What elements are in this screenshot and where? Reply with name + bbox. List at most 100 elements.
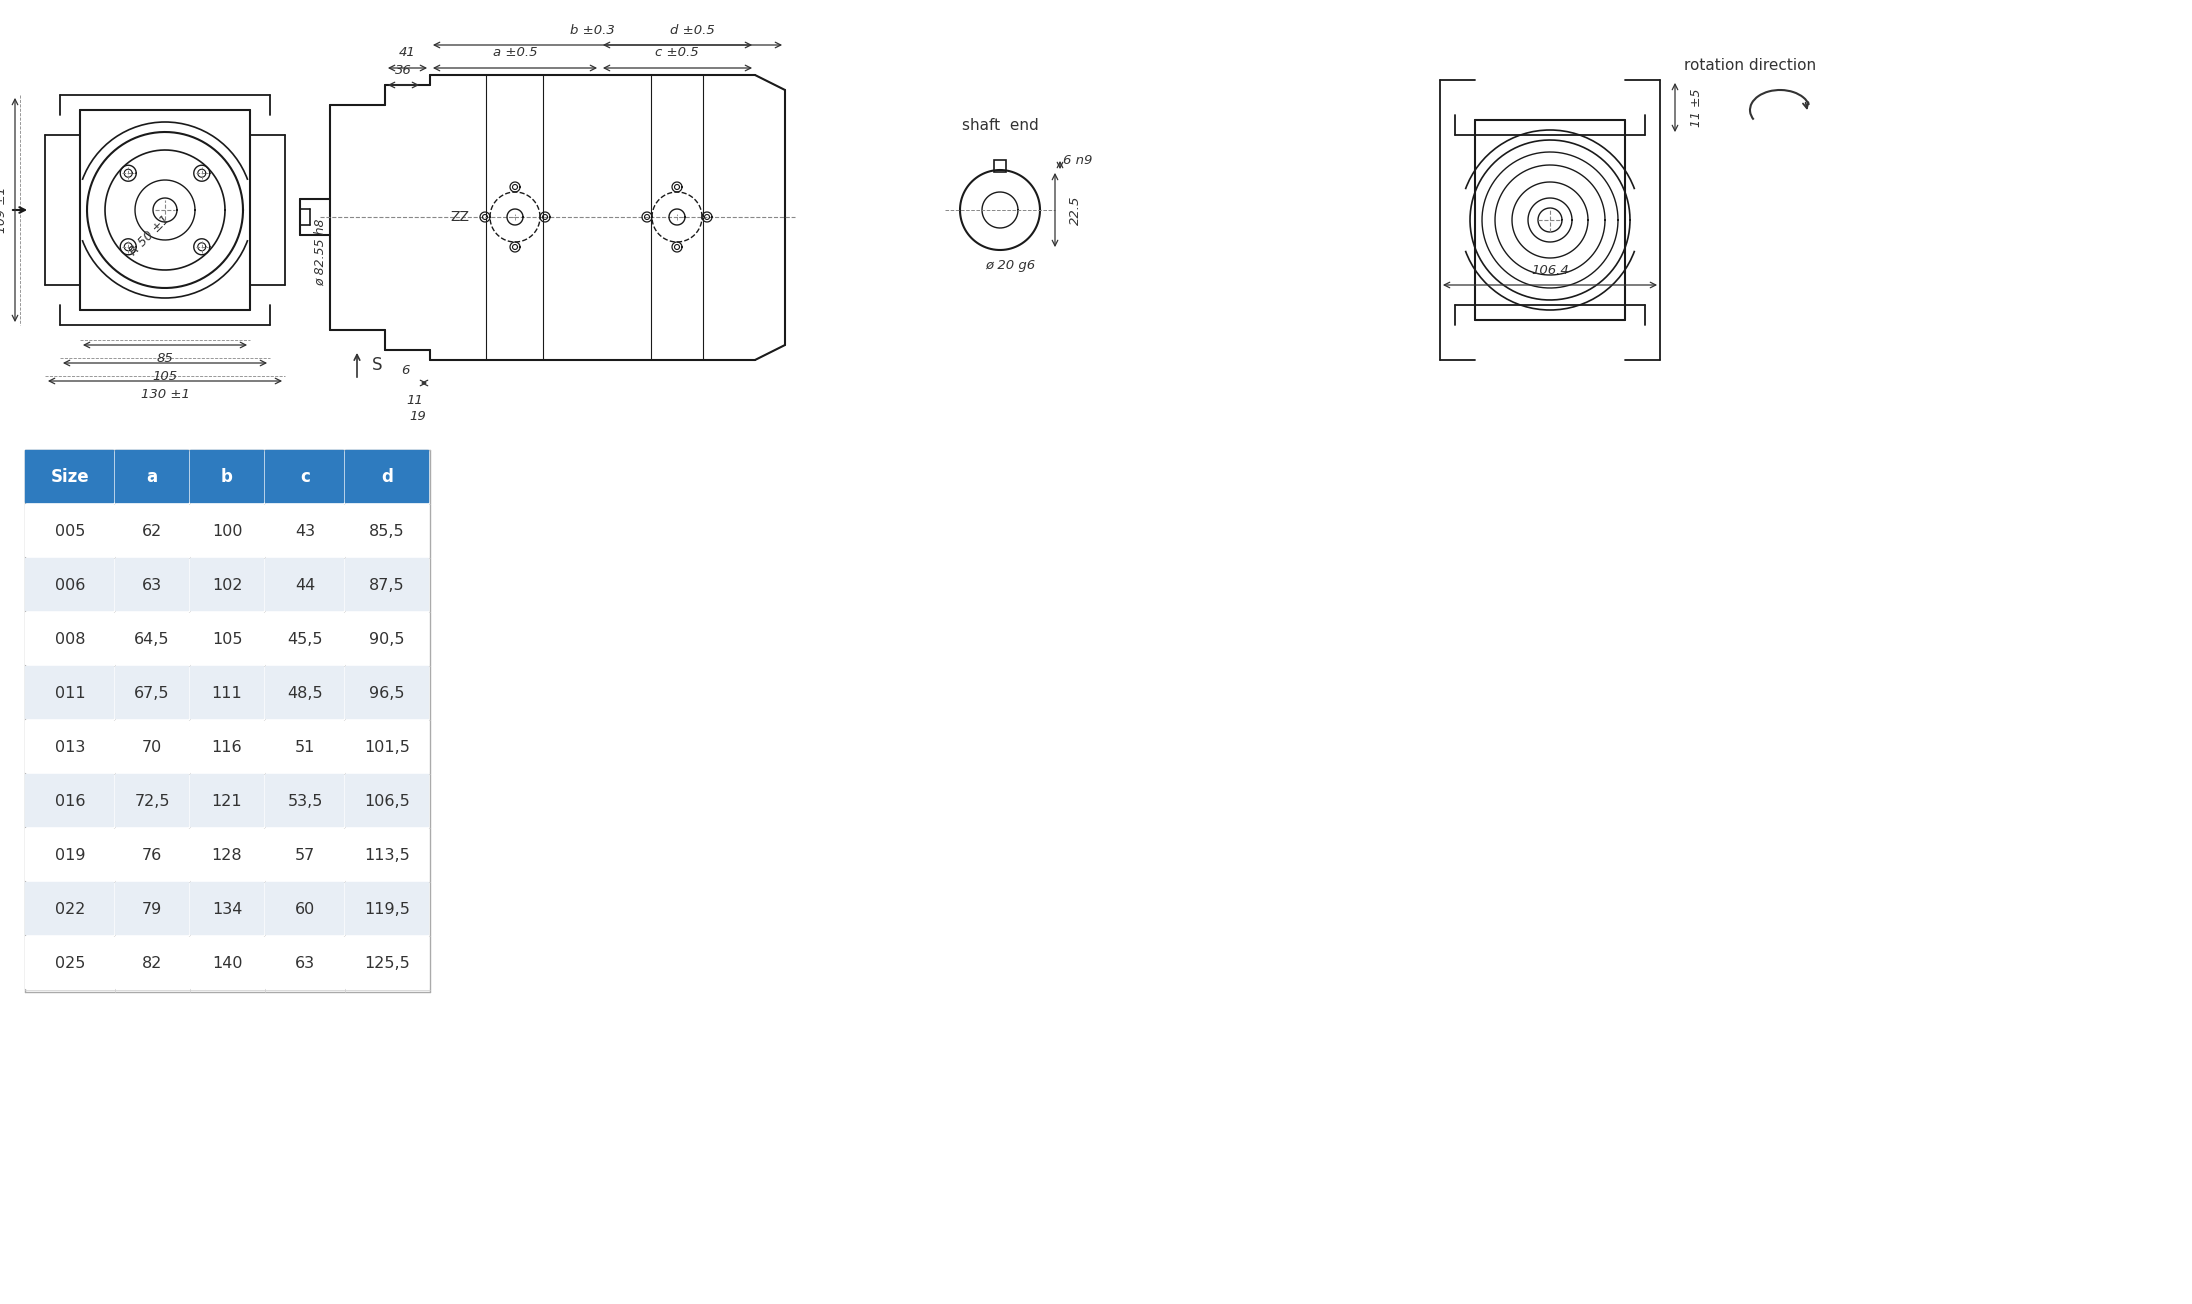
Text: 82: 82 <box>142 956 162 970</box>
Text: ø 82.55 h8: ø 82.55 h8 <box>313 218 327 286</box>
Text: 45,5: 45,5 <box>287 631 322 647</box>
Bar <box>114 612 189 664</box>
Text: 51: 51 <box>294 739 316 755</box>
Text: 106.4: 106.4 <box>1532 265 1569 278</box>
Bar <box>24 828 114 880</box>
Text: 63: 63 <box>296 956 316 970</box>
Text: 41: 41 <box>399 47 414 60</box>
Bar <box>24 882 114 934</box>
Text: 025: 025 <box>55 956 85 970</box>
Text: Size: Size <box>50 468 90 486</box>
Text: 100: 100 <box>213 523 243 539</box>
Bar <box>265 612 342 664</box>
Text: 62: 62 <box>142 523 162 539</box>
Text: 85: 85 <box>156 352 173 365</box>
Text: 6: 6 <box>401 364 410 377</box>
Text: 121: 121 <box>213 794 243 808</box>
Bar <box>114 775 189 825</box>
Text: 19: 19 <box>410 409 427 422</box>
Bar <box>24 505 114 556</box>
Text: 67,5: 67,5 <box>134 686 169 700</box>
Text: 016: 016 <box>55 794 85 808</box>
Text: 102: 102 <box>213 578 243 592</box>
Bar <box>344 828 427 880</box>
Text: b: b <box>221 468 232 486</box>
Bar <box>24 666 114 719</box>
Bar <box>993 160 1006 172</box>
Bar <box>191 720 263 772</box>
Bar <box>265 775 342 825</box>
Bar <box>265 828 342 880</box>
Text: 109 ±1: 109 ±1 <box>0 186 9 233</box>
Bar <box>265 505 342 556</box>
Text: 44: 44 <box>296 578 316 592</box>
Bar <box>265 558 342 610</box>
Text: 006: 006 <box>55 578 85 592</box>
Text: 128: 128 <box>213 848 243 862</box>
Bar <box>24 558 114 610</box>
Text: 96,5: 96,5 <box>368 686 406 700</box>
Text: 134: 134 <box>213 901 241 917</box>
Bar <box>344 936 427 988</box>
Text: 105: 105 <box>153 369 178 382</box>
Bar <box>191 612 263 664</box>
Text: 64,5: 64,5 <box>134 631 169 647</box>
Text: 125,5: 125,5 <box>364 956 410 970</box>
Bar <box>24 450 114 502</box>
Bar <box>191 775 263 825</box>
Text: 013: 013 <box>55 739 85 755</box>
Bar <box>114 720 189 772</box>
Bar <box>265 720 342 772</box>
Text: 22.5: 22.5 <box>1068 196 1081 224</box>
Text: 019: 019 <box>55 848 85 862</box>
Text: 72,5: 72,5 <box>134 794 169 808</box>
Bar <box>265 936 342 988</box>
Bar <box>344 450 427 502</box>
Bar <box>344 612 427 664</box>
Bar <box>191 828 263 880</box>
Text: a: a <box>147 468 158 486</box>
Text: 36: 36 <box>395 64 412 77</box>
Bar <box>114 505 189 556</box>
Text: 011: 011 <box>55 686 85 700</box>
Text: 79: 79 <box>142 901 162 917</box>
Text: c: c <box>300 468 309 486</box>
Text: d ±0.5: d ±0.5 <box>669 25 715 38</box>
Bar <box>24 612 114 664</box>
Bar <box>114 882 189 934</box>
Bar <box>114 450 189 502</box>
Text: 85,5: 85,5 <box>368 523 406 539</box>
Text: R 50 ±1: R 50 ±1 <box>127 213 173 258</box>
Bar <box>191 936 263 988</box>
Text: ZZ: ZZ <box>452 210 469 224</box>
Text: 130 ±1: 130 ±1 <box>140 387 189 400</box>
Bar <box>344 505 427 556</box>
Bar <box>265 882 342 934</box>
Text: 008: 008 <box>55 631 85 647</box>
Text: 53,5: 53,5 <box>287 794 322 808</box>
Text: 11: 11 <box>408 394 423 407</box>
Text: 111: 111 <box>213 686 243 700</box>
Text: a ±0.5: a ±0.5 <box>493 47 537 60</box>
Bar <box>344 666 427 719</box>
Text: 113,5: 113,5 <box>364 848 410 862</box>
Bar <box>24 936 114 988</box>
Text: b ±0.3: b ±0.3 <box>570 25 614 38</box>
Text: 105: 105 <box>213 631 243 647</box>
Bar <box>114 666 189 719</box>
Text: ø 20 g6: ø 20 g6 <box>984 258 1035 271</box>
Bar <box>265 450 342 502</box>
Text: d: d <box>381 468 392 486</box>
Text: 48,5: 48,5 <box>287 686 322 700</box>
Bar <box>24 775 114 825</box>
Bar <box>114 936 189 988</box>
Text: 101,5: 101,5 <box>364 739 410 755</box>
Bar <box>191 666 263 719</box>
Text: S: S <box>373 356 381 374</box>
Text: 106,5: 106,5 <box>364 794 410 808</box>
Bar <box>191 450 263 502</box>
Bar <box>191 558 263 610</box>
Bar <box>344 558 427 610</box>
Bar <box>344 775 427 825</box>
Text: 11 ±5: 11 ±5 <box>1690 89 1703 128</box>
